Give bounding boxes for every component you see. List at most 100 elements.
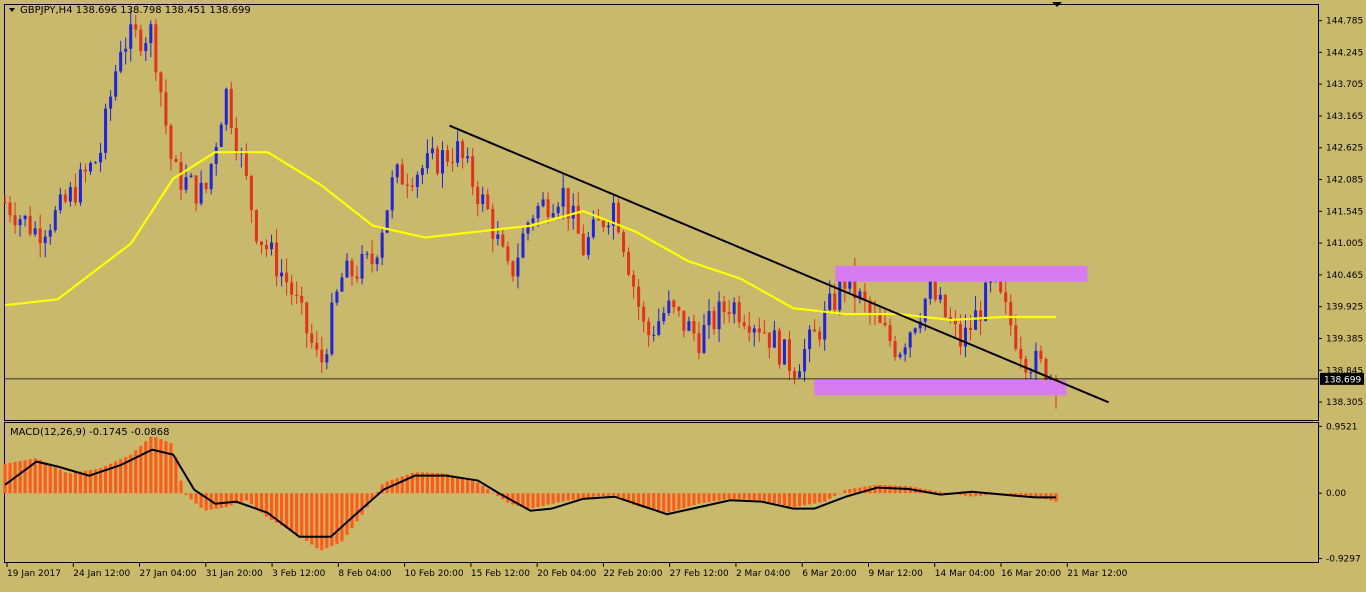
macd-histogram-bar: [717, 493, 721, 501]
candle-body: [963, 327, 967, 347]
macd-histogram-bar: [43, 462, 47, 494]
macd-histogram-bar: [3, 463, 7, 494]
candle-body: [88, 162, 92, 172]
trendline[interactable]: [449, 124, 1109, 404]
candle-body: [808, 329, 812, 350]
macd-histogram-bar: [450, 475, 455, 494]
candle-body: [928, 280, 932, 299]
candle-body: [1039, 350, 1043, 359]
candle-body: [124, 48, 128, 52]
candle-body: [189, 175, 193, 178]
chart-shift-marker-icon[interactable]: [1052, 2, 1062, 7]
candle-body: [501, 234, 505, 247]
macd-histogram-bar: [78, 471, 83, 494]
macd-histogram-bar: [169, 443, 173, 494]
candle-body: [938, 294, 942, 300]
candle-body: [657, 321, 661, 335]
macd-histogram-bar: [476, 482, 480, 494]
candle-body: [471, 156, 475, 187]
macd-histogram-bar: [777, 493, 782, 505]
candle-body: [280, 272, 284, 277]
macd-histogram-bar: [139, 445, 143, 494]
candle-body: [295, 294, 299, 296]
candle-body: [461, 141, 465, 159]
macd-histogram-bar: [611, 493, 616, 496]
chart-overlays: 138.699: [4, 124, 1364, 404]
current-price-label: 138.699: [1324, 375, 1361, 385]
candle-body: [264, 245, 268, 250]
macd-histogram-bar: [415, 472, 419, 494]
macd-histogram-bar: [239, 493, 243, 503]
candle-body: [486, 194, 490, 209]
candle-body: [204, 182, 208, 190]
macd-histogram-bar: [435, 473, 440, 494]
time-tick-label: 6 Mar 20:00: [802, 569, 857, 579]
macd-histogram-bar: [752, 493, 756, 500]
macd-histogram-bar: [526, 493, 530, 509]
macd-histogram-bar: [742, 493, 746, 500]
macd-histogram-bar: [682, 493, 686, 509]
candle-body: [405, 184, 409, 186]
macd-histogram-bar: [978, 493, 983, 496]
candle-body: [526, 222, 530, 234]
rectangle-zone[interactable]: [835, 265, 1088, 282]
rectangle-zone[interactable]: [814, 379, 1067, 396]
macd-histogram-bar: [184, 493, 188, 496]
macd-histogram-bar: [973, 493, 978, 497]
candle-body: [68, 187, 72, 202]
price-tick-label: 138.305: [1326, 398, 1363, 408]
macd-histogram-bar: [807, 493, 812, 505]
candle-body: [823, 309, 827, 340]
candle-body: [325, 354, 329, 363]
candle-body: [697, 333, 701, 353]
price-tick-label: 138.845: [1326, 366, 1363, 376]
macd-histogram-bar: [702, 493, 706, 503]
candle-body: [506, 246, 510, 262]
candle-body: [958, 324, 962, 347]
macd-tick-label: 0.9521: [1326, 422, 1358, 432]
time-tick-label: 22 Feb 20:00: [603, 569, 662, 579]
candle-body: [154, 24, 158, 73]
price-axis: 144.785 144.245 143.705 143.165 142.625 142.0…: [1318, 17, 1363, 408]
candle-body: [596, 219, 600, 221]
candle-body: [652, 334, 656, 336]
candle-body: [1014, 325, 1018, 349]
macd-tick-label: 0.00: [1326, 489, 1346, 499]
macd-histogram-bar: [983, 493, 988, 496]
macd-histogram-bar: [279, 493, 284, 526]
macd-histogram-bar: [1029, 493, 1033, 497]
macd-histogram-bar: [637, 493, 641, 507]
macd-histogram-bar: [893, 485, 897, 494]
candle-body: [425, 153, 429, 169]
candle-body: [33, 228, 37, 235]
time-tick-label: 19 Jan 2017: [7, 569, 61, 579]
macd-histogram-bar: [672, 493, 676, 511]
macd-histogram-bar: [425, 472, 430, 494]
candle-body: [320, 349, 324, 363]
macd-histogram-bar: [440, 473, 445, 494]
price-tick-label: 139.385: [1326, 334, 1363, 344]
candle-body: [38, 228, 42, 244]
price-tick-label: 142.085: [1326, 176, 1363, 186]
macd-histogram-bar: [355, 493, 359, 522]
candle-body: [943, 294, 947, 318]
candle-body: [365, 253, 369, 255]
macd-histogram-bar: [380, 484, 384, 494]
macd-histogram-bar: [340, 493, 344, 542]
dropdown-triangle-icon[interactable]: [9, 8, 15, 12]
macd-histogram-bar: [254, 493, 259, 509]
macd-histogram-bar: [968, 493, 973, 497]
macd-histogram-bar: [350, 493, 354, 529]
price-tick-label: 144.785: [1326, 17, 1363, 27]
macd-histogram-bar: [601, 493, 606, 497]
candle-body: [923, 298, 927, 322]
macd-histogram-bar: [762, 493, 766, 501]
macd-histogram-bar: [249, 493, 254, 505]
time-tick-label: 21 Mar 12:00: [1067, 569, 1127, 579]
macd-histogram-bar: [1039, 493, 1043, 499]
candle-body: [803, 349, 807, 372]
macd-histogram-bar: [285, 493, 289, 529]
candle-body: [642, 306, 646, 322]
